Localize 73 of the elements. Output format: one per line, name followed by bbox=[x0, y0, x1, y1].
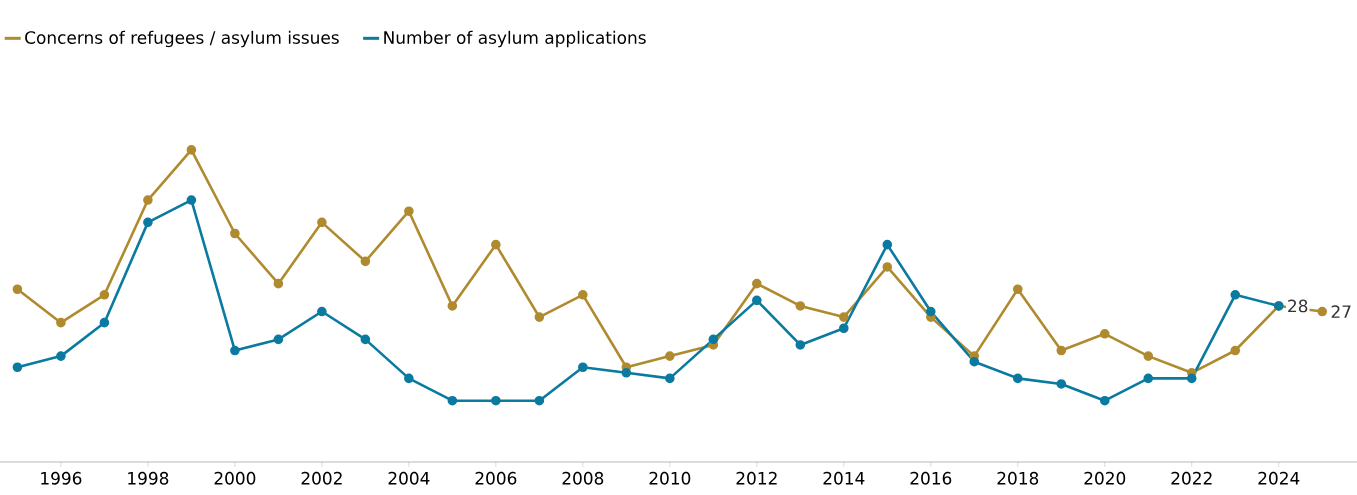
point bbox=[273, 278, 284, 289]
x-tick-label: 2008 bbox=[562, 471, 604, 485]
point bbox=[1099, 395, 1110, 406]
point bbox=[447, 301, 458, 311]
point bbox=[1099, 329, 1110, 339]
point bbox=[230, 345, 240, 356]
x-tick-label: 2024 bbox=[1258, 471, 1300, 485]
point bbox=[708, 334, 719, 345]
point bbox=[360, 256, 371, 267]
point bbox=[447, 395, 458, 406]
x-tick-label: 2004 bbox=[388, 471, 430, 485]
point bbox=[143, 217, 153, 228]
point bbox=[12, 362, 23, 373]
point bbox=[186, 145, 197, 155]
point bbox=[882, 262, 893, 272]
point bbox=[143, 195, 153, 205]
point bbox=[317, 306, 327, 317]
point bbox=[56, 351, 66, 361]
point bbox=[882, 239, 893, 250]
point bbox=[925, 306, 936, 317]
x-tick-label: 2012 bbox=[736, 471, 777, 485]
x-tick-label: 1998 bbox=[128, 471, 169, 485]
data-label: 28 bbox=[1288, 299, 1308, 313]
point bbox=[1012, 284, 1023, 295]
point bbox=[534, 395, 545, 406]
point bbox=[1012, 373, 1023, 384]
x-tick-label: 2020 bbox=[1084, 471, 1126, 485]
x-tick-label: 2014 bbox=[823, 471, 865, 485]
point bbox=[360, 334, 371, 345]
point bbox=[404, 206, 414, 217]
x-tick-label: 2002 bbox=[301, 471, 342, 485]
point bbox=[839, 323, 849, 334]
point bbox=[969, 356, 980, 367]
point bbox=[317, 217, 327, 228]
point bbox=[56, 317, 66, 328]
point bbox=[1056, 345, 1067, 356]
point bbox=[795, 301, 806, 311]
point bbox=[1143, 351, 1154, 361]
point bbox=[99, 317, 110, 328]
legend-label: Number of asylum applications bbox=[384, 30, 646, 48]
x-tick-label: 2018 bbox=[997, 471, 1039, 485]
x-tick-label: 2022 bbox=[1171, 471, 1212, 485]
point bbox=[534, 312, 545, 322]
point bbox=[404, 373, 414, 384]
point bbox=[752, 278, 762, 289]
point bbox=[1230, 345, 1241, 356]
legend-label: Concerns of refugees / asylum issues bbox=[25, 30, 339, 48]
point bbox=[491, 395, 501, 406]
point bbox=[1143, 373, 1154, 384]
point bbox=[1230, 290, 1241, 300]
point bbox=[230, 228, 240, 239]
x-tick-label: 2000 bbox=[214, 471, 256, 485]
point bbox=[273, 334, 284, 345]
point bbox=[1186, 373, 1197, 384]
point bbox=[665, 373, 675, 384]
point bbox=[839, 312, 849, 322]
point bbox=[1056, 379, 1067, 389]
x-tick-label: 1996 bbox=[41, 471, 82, 485]
point bbox=[795, 340, 806, 350]
x-tick-label: 2016 bbox=[910, 471, 952, 485]
x-tick-label: 2010 bbox=[649, 471, 691, 485]
point bbox=[99, 290, 110, 300]
point bbox=[621, 368, 632, 378]
point bbox=[578, 290, 588, 300]
point bbox=[186, 195, 197, 205]
point bbox=[578, 362, 588, 373]
point bbox=[491, 239, 501, 250]
data-label: 27 bbox=[1331, 305, 1351, 318]
point bbox=[665, 351, 675, 361]
point bbox=[12, 284, 23, 295]
point bbox=[1317, 306, 1328, 317]
point bbox=[752, 295, 762, 306]
x-tick-label: 2006 bbox=[475, 471, 517, 485]
